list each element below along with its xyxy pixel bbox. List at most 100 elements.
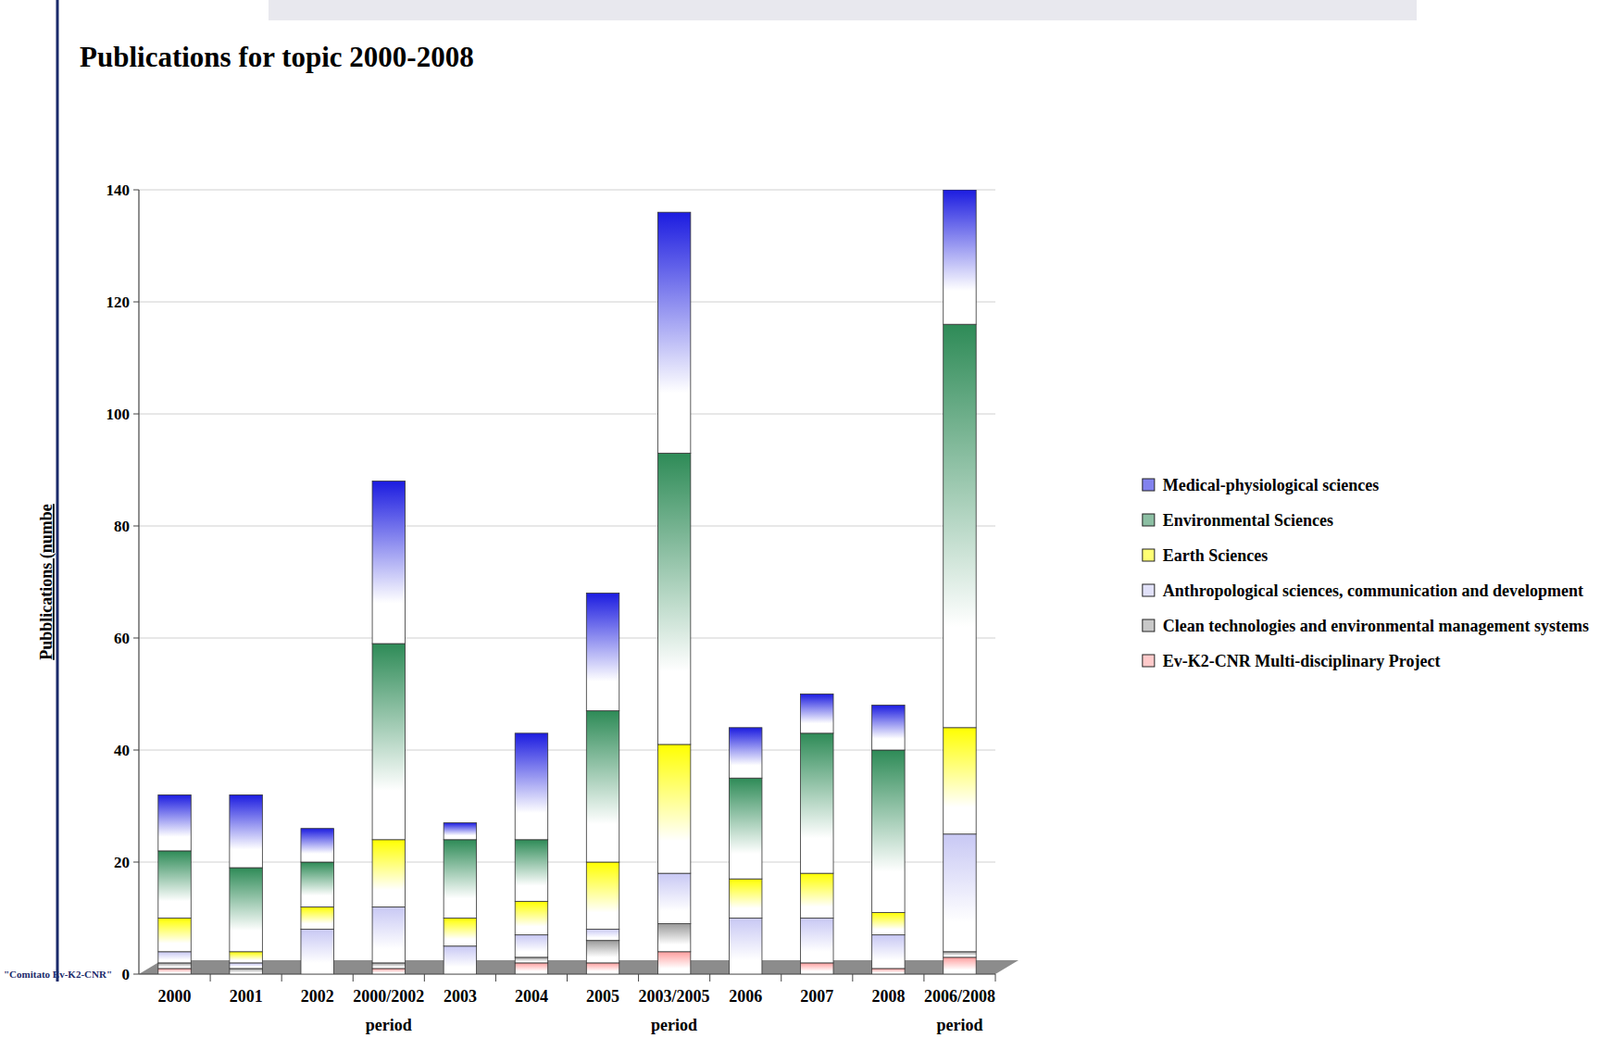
x-tick-label: 2008	[871, 987, 905, 1006]
bar-segment	[657, 452, 690, 745]
bar-segment	[800, 873, 834, 918]
grid-line	[138, 637, 996, 639]
legend-label: Clean technologies and environmental man…	[1162, 616, 1589, 636]
x-tick-label: 2006	[728, 987, 763, 1006]
legend-swatch	[1142, 584, 1155, 597]
x-tick	[923, 974, 925, 982]
bar-segment	[943, 957, 976, 975]
y-tick-label: 0	[122, 965, 131, 984]
bar-segment	[514, 733, 548, 840]
y-tick	[133, 862, 139, 863]
y-tick-label: 120	[106, 293, 131, 312]
bar-segment	[300, 828, 334, 863]
bar-segment	[728, 918, 762, 975]
bar-segment	[514, 962, 548, 975]
bar-segment	[158, 968, 191, 975]
bar-segment	[372, 906, 405, 963]
grid-line	[138, 750, 996, 751]
y-tick	[133, 637, 139, 639]
bar-segment	[300, 929, 334, 975]
grid-line	[138, 525, 996, 527]
legend-label: Environmental Sciences	[1162, 511, 1334, 530]
x-tick-label: 2002	[300, 987, 335, 1006]
x-tick-label: 2007	[800, 987, 834, 1006]
banner	[268, 0, 1417, 21]
grid-line	[138, 189, 996, 191]
bar-segment	[586, 593, 619, 712]
legend-swatch	[1142, 478, 1155, 491]
x-tick	[210, 974, 212, 982]
y-tick	[133, 189, 139, 191]
bar-segment	[586, 962, 619, 975]
grid-line	[138, 750, 996, 751]
bars	[158, 189, 976, 975]
x-tick	[281, 974, 283, 982]
bar-segment	[800, 962, 834, 975]
bar-segment	[229, 794, 263, 868]
grid-line	[138, 525, 996, 527]
bar-segment	[943, 324, 976, 728]
bar-segment	[300, 906, 334, 929]
y-tick	[133, 413, 139, 415]
bar-segment	[443, 839, 476, 919]
grid-line	[138, 413, 996, 415]
grid-line	[138, 413, 996, 415]
y-tick-label: 100	[106, 405, 131, 424]
y-tick-label: 40	[113, 741, 130, 760]
y-tick	[133, 525, 139, 527]
x-tick-label: 2003	[443, 987, 477, 1006]
bar-segment	[872, 912, 905, 935]
bar-segment	[943, 951, 976, 958]
bar-segment	[229, 962, 263, 969]
x-tick-label: 2006/2008period	[924, 987, 996, 1035]
grid-line	[138, 862, 996, 863]
bar-segment	[158, 794, 191, 851]
y-tick-label: 60	[113, 629, 130, 648]
bar-segment	[372, 643, 405, 840]
bar-segment	[728, 878, 762, 918]
grid-line	[138, 862, 996, 863]
bar-segment	[943, 727, 976, 835]
bar-segment	[300, 862, 334, 907]
bar-segment	[872, 705, 905, 750]
bar-segment	[800, 694, 834, 734]
bar-segment	[728, 777, 762, 879]
grid	[138, 189, 996, 975]
bar-segment	[158, 951, 191, 963]
bar-segment	[158, 962, 191, 969]
x-tick	[495, 974, 497, 982]
bar-segment	[657, 924, 690, 952]
x-tick-label: 2000/2002period	[352, 987, 425, 1035]
title: Publications for topic 2000-2008	[79, 40, 475, 74]
x-tick	[780, 974, 782, 982]
y-tick-label: 80	[113, 517, 130, 536]
legend-swatch	[1142, 513, 1155, 526]
x-tick-label: 2004	[514, 987, 549, 1006]
bar-segment	[443, 823, 476, 840]
bar-segment	[943, 189, 976, 325]
bar-segment	[657, 951, 690, 975]
bar-segment	[514, 900, 548, 935]
bar-segment	[657, 873, 690, 924]
bar-segment	[800, 918, 834, 963]
bar-segment	[514, 935, 548, 958]
bar-segment	[943, 834, 976, 952]
legend-label: Anthropological sciences, communication …	[1162, 581, 1584, 600]
bar-segment	[443, 946, 476, 975]
bar-segment	[372, 839, 405, 908]
left-rule	[56, 0, 60, 982]
legend-label: Earth Sciences	[1162, 546, 1268, 565]
bar-segment	[229, 968, 263, 975]
bar-segment	[872, 935, 905, 969]
y-axis	[137, 189, 139, 975]
x-tick-label: 2005	[586, 987, 620, 1006]
bar-segment	[514, 839, 548, 902]
x-tick-label: 2003/2005period	[638, 987, 711, 1035]
x-tick	[851, 974, 853, 982]
bar-segment	[728, 727, 762, 778]
x-tick	[352, 974, 354, 982]
bar-segment	[872, 750, 905, 913]
legend-label: Medical-physiological sciences	[1162, 475, 1379, 495]
bar-segment	[158, 850, 191, 919]
bar-segment	[158, 918, 191, 952]
